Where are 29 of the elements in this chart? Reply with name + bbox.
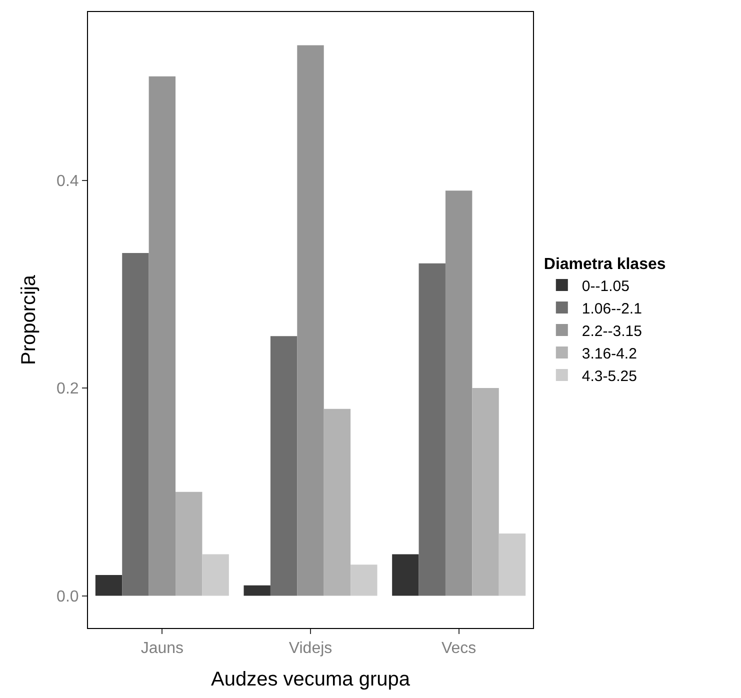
y-tick-label: 0.0 bbox=[56, 588, 79, 606]
bar bbox=[418, 263, 446, 596]
x-tick-label: Jauns bbox=[140, 640, 184, 658]
bar bbox=[244, 585, 270, 596]
bar bbox=[350, 564, 378, 596]
y-tick-label: 0.4 bbox=[56, 172, 79, 190]
bar bbox=[176, 492, 202, 596]
bar bbox=[392, 554, 419, 596]
x-tick-label: Videjs bbox=[288, 640, 332, 658]
x-tick-label: Vecs bbox=[441, 640, 476, 658]
x-axis-title: Audzes vecuma grupa bbox=[210, 668, 411, 691]
y-tick-label: 0.2 bbox=[56, 380, 79, 398]
bar bbox=[95, 575, 122, 596]
legend-label: 0--1.05 bbox=[582, 278, 630, 295]
bar bbox=[297, 45, 324, 596]
y-axis-title: Proporcija bbox=[18, 274, 40, 366]
bar bbox=[498, 533, 526, 596]
legend-title: Diametra klases bbox=[544, 256, 666, 273]
bar bbox=[122, 253, 149, 596]
bar bbox=[472, 388, 499, 596]
legend-label: 3.16-4.2 bbox=[582, 345, 637, 362]
legend-label: 2.2--3.15 bbox=[582, 322, 642, 340]
bar bbox=[202, 554, 229, 596]
bar bbox=[445, 190, 472, 596]
legend-label: 4.3-5.25 bbox=[582, 368, 637, 385]
legend-label: 1.06--2.1 bbox=[582, 300, 642, 318]
bar bbox=[148, 76, 176, 596]
bar bbox=[270, 336, 298, 596]
bar bbox=[324, 408, 351, 596]
